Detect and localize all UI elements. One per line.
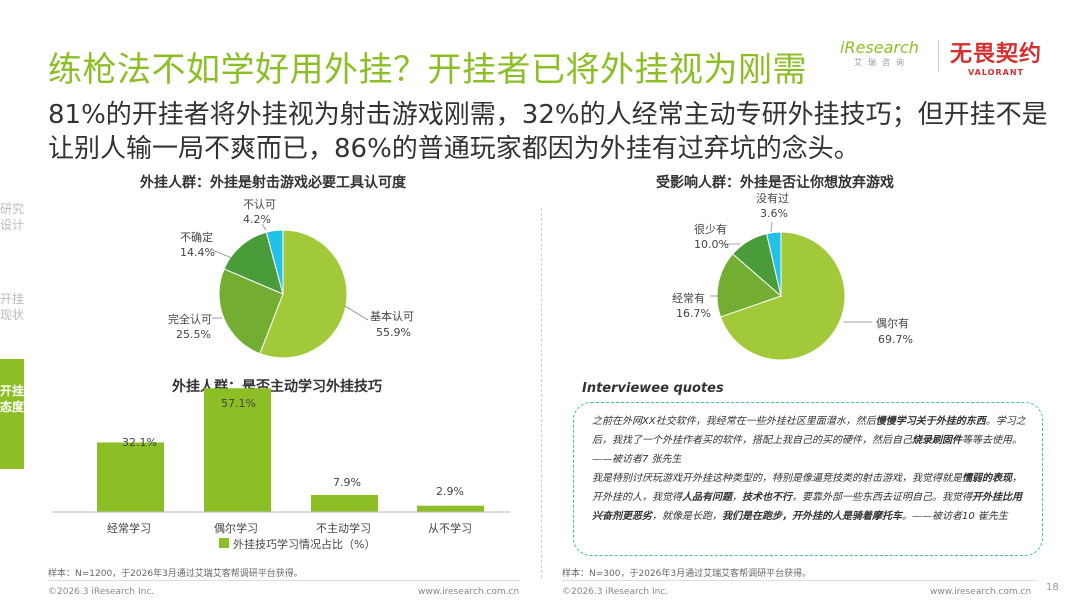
iresearch-logo-text: iResearch <box>840 38 919 57</box>
bar-legend-label: 外挂技巧学习情况占比（%） <box>233 538 376 551</box>
quote-2-bold: 人品有问题 <box>682 492 732 503</box>
pie2-value-never: 3.6% <box>760 207 788 220</box>
pie2-value-often: 16.7% <box>676 307 711 320</box>
valorant-logo-en: VALORANT <box>968 68 1024 77</box>
sample-note-left: 样本：N=1200，于2026年3月通过艾瑞艾客帮调研平台获得。 <box>48 569 303 579</box>
bar-value-often: 32.1% <box>122 436 157 449</box>
quote-2: 我是特别讨厌玩游戏开外挂这种类型的，特别是像逼竞技类的射击游戏，我觉得就是懦弱的… <box>592 469 1028 526</box>
pie2-slice-3 <box>766 231 782 297</box>
valorant-logo-cn: 无畏契约 <box>950 42 1043 67</box>
quote-1-part: 等等去使用。——被访者7 张先生 <box>592 435 1022 465</box>
footer-rule-left <box>48 580 520 581</box>
pie2-label-sometimes: 偶尔有 <box>876 317 909 330</box>
bar-value-sometimes: 57.1% <box>221 397 256 410</box>
quote-1-bold: 慢慢学习关于外挂的东西 <box>875 416 986 427</box>
bar-0 <box>97 442 164 512</box>
pie1-value-full: 25.5% <box>176 328 211 341</box>
page-subtitle: 81%的开挂者将外挂视为射击游戏刚需，32%的人经常主动专研外挂技巧；但开挂不是… <box>48 100 1048 164</box>
valorant-logo: 无畏契约 VALORANT <box>950 36 1042 77</box>
pie2-slice-2 <box>732 233 782 298</box>
side-nav: 研究设计 开挂现状 开挂态度 <box>0 195 24 469</box>
pie2-value-rarely: 10.0% <box>694 238 729 251</box>
quote-2-part: ， <box>732 492 742 503</box>
pie1-label-basic: 基本认可 <box>370 310 414 323</box>
iresearch-logo-cn: 艾瑞咨询 <box>854 58 910 67</box>
footer-rule-right <box>562 580 1036 581</box>
footer-url-left[interactable]: www.iresearch.com.cn <box>418 587 520 597</box>
quote-1-bold: 烧录刷固件 <box>912 435 962 446</box>
quote-2-part: ，要靠外部一些东西去证明自己。我觉得 <box>792 492 972 503</box>
pie1-label-unsure: 不确定 <box>180 231 213 244</box>
quote-2-part: 。——被访者10 崔先生 <box>902 511 1008 522</box>
footer-copyright-right: ©2026.3 iResearch Inc. <box>562 587 669 597</box>
pie1-value-unsure: 14.4% <box>180 246 215 259</box>
pie2-slice-0 <box>719 231 846 361</box>
quote-2-bold: 开外挂比用兴奋剂更恶劣 <box>592 492 1022 522</box>
pie1-slice-1 <box>218 268 284 355</box>
page-number: 18 <box>1046 582 1059 593</box>
pie2-label-often: 经常有 <box>672 292 705 305</box>
pie2-leader-never <box>770 221 773 233</box>
bar-legend-swatch <box>219 538 229 548</box>
column-divider <box>541 208 542 578</box>
pie1-label-disagree: 不认可 <box>243 196 276 212</box>
iresearch-logo: iResearch 艾瑞咨询 <box>840 38 919 68</box>
bar-category-often: 经常学习 <box>107 522 151 535</box>
bar-2 <box>311 494 378 512</box>
footer-url-right[interactable]: www.iresearch.com.cn <box>930 587 1032 597</box>
bar-category-sometimes: 偶尔学习 <box>214 522 258 535</box>
quote-2-part: ，就像是长跑， <box>652 511 722 522</box>
pie1-slice-2 <box>223 231 284 295</box>
quote-1: 之前在外网XX社交软件，我经常在一些外挂社区里面潜水，然后慢慢学习关于外挂的东西… <box>592 412 1028 469</box>
quotes-heading: Interviewee quotes <box>582 381 724 396</box>
bar-3 <box>417 505 484 512</box>
pie2-label-never: 没有过 <box>756 192 789 205</box>
bar-category-never: 从不学习 <box>428 522 472 535</box>
nav-item-research-design[interactable]: 研究设计 <box>0 202 25 232</box>
brand-divider <box>938 40 939 72</box>
pie1-value-disagree: 4.2% <box>243 213 271 226</box>
quote-2-bold: 懦弱的表现 <box>962 473 1012 484</box>
pie2-title: 受影响人群：外挂是否让你想放弃游戏 <box>656 175 894 191</box>
quote-2-part: 我是特别讨厌玩游戏开外挂这种类型的，特别是像逼竞技类的射击游戏，我觉得就是 <box>592 473 962 484</box>
bar-value-not-active: 7.9% <box>333 476 361 489</box>
nav-item-status[interactable]: 开挂现状 <box>0 292 25 322</box>
pie2-label-rarely: 很少有 <box>694 223 727 236</box>
pie2-value-sometimes: 69.7% <box>878 333 913 346</box>
bar-chart-title: 外挂人群：是否主动学习外挂技巧 <box>172 379 382 395</box>
pie1-title: 外挂人群：外挂是射击游戏必要工具认可度 <box>140 175 406 191</box>
pie1-leader-basic <box>344 305 369 321</box>
quote-1-part: 之前在外网XX社交软件，我经常在一些外挂社区里面潜水，然后 <box>592 416 876 427</box>
bar-value-never: 2.9% <box>436 485 464 498</box>
pie1-slice-3 <box>265 229 284 295</box>
page-title: 练枪法不如学好用外挂？开挂者已将外挂视为刚需 <box>48 50 807 90</box>
pie1-value-basic: 55.9% <box>376 326 411 339</box>
pie1-label-full: 完全认可 <box>168 313 212 326</box>
quote-box: 之前在外网XX社交软件，我经常在一些外挂社区里面潜水，然后慢慢学习关于外挂的东西… <box>573 402 1043 556</box>
quote-2-bold: 技术也不行 <box>742 492 792 503</box>
nav-item-attitude[interactable]: 开挂态度 <box>0 359 24 469</box>
pie1-slice-0 <box>259 229 348 359</box>
pie2-slice-1 <box>716 253 782 318</box>
bar-category-not-active: 不主动学习 <box>316 522 371 535</box>
footer-copyright-left: ©2026.3 iResearch Inc. <box>48 587 155 597</box>
pie1-label-disagree-name: 不认可 <box>243 198 276 211</box>
sample-note-right: 样本：N=300，于2026年3月通过艾瑞艾客帮调研平台获得。 <box>562 569 812 579</box>
pie1-leader-unsure <box>211 249 233 259</box>
quote-2-part: ，开外挂的人，我觉得 <box>592 473 1022 503</box>
quote-2-bold: 我们是在跑步，开外挂的人是骑着摩托车 <box>722 511 902 522</box>
quote-1-part: 。学习之后，我找了一个外挂作者买的软件，搭配上我自己的买的硬件，然后自己 <box>592 416 1026 446</box>
